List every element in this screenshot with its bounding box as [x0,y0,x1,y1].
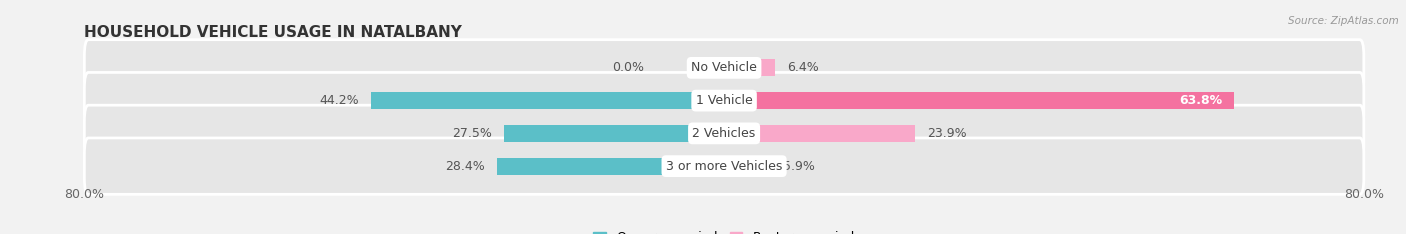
FancyBboxPatch shape [84,105,1364,161]
Text: 6.4%: 6.4% [787,61,820,74]
FancyBboxPatch shape [84,73,1364,129]
Bar [724,92,1234,109]
Text: 1 Vehicle: 1 Vehicle [696,94,752,107]
Text: 5.9%: 5.9% [783,160,815,173]
Bar [496,158,724,175]
Legend: Owner-occupied, Renter-occupied: Owner-occupied, Renter-occupied [593,231,855,234]
Bar [724,158,772,175]
Text: 0.0%: 0.0% [612,61,644,74]
Text: HOUSEHOLD VEHICLE USAGE IN NATALBANY: HOUSEHOLD VEHICLE USAGE IN NATALBANY [84,25,463,40]
Text: 44.2%: 44.2% [319,94,359,107]
Text: 3 or more Vehicles: 3 or more Vehicles [666,160,782,173]
Text: No Vehicle: No Vehicle [692,61,756,74]
Bar [724,125,915,142]
Bar [505,125,724,142]
FancyBboxPatch shape [84,138,1364,194]
FancyBboxPatch shape [84,40,1364,96]
Bar [724,59,775,76]
Text: 27.5%: 27.5% [453,127,492,140]
Text: 2 Vehicles: 2 Vehicles [693,127,755,140]
Text: 23.9%: 23.9% [927,127,967,140]
Text: 63.8%: 63.8% [1180,94,1222,107]
Text: 28.4%: 28.4% [446,160,485,173]
Bar [371,92,724,109]
Text: Source: ZipAtlas.com: Source: ZipAtlas.com [1288,16,1399,26]
